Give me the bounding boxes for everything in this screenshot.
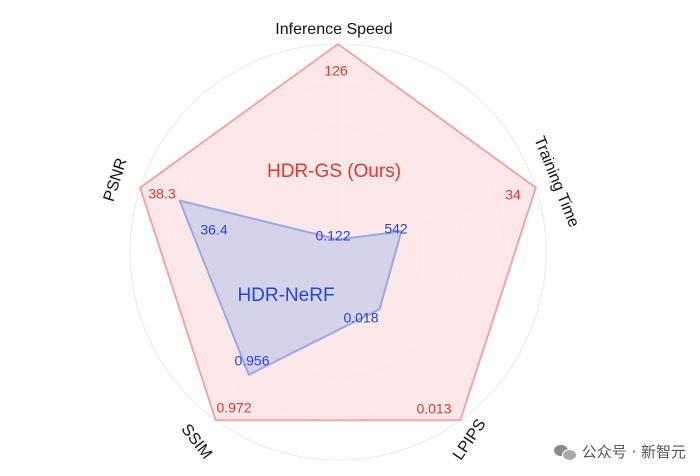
- axis-label-4: SSIM: [177, 421, 214, 462]
- data-label-2-1: 0.122: [315, 228, 350, 244]
- radar-series: [139, 43, 537, 422]
- watermark: 公众号 · 新智元: [553, 441, 686, 462]
- data-label-1-4: 0.972: [216, 400, 251, 416]
- axis-label-2: Training Time: [530, 134, 582, 230]
- data-label-2-5: 36.4: [200, 222, 227, 238]
- data-label-1-1: 126: [324, 63, 348, 79]
- axis-label-1: Inference Speed: [275, 21, 392, 38]
- data-label-1-3: 0.013: [416, 401, 451, 417]
- series-polygon-2: [178, 199, 403, 376]
- wechat-icon: [553, 443, 577, 461]
- data-label-2-4: 0.956: [234, 353, 269, 369]
- series-name-2: HDR-NeRF: [237, 285, 334, 306]
- data-label-1-5: 38.3: [148, 186, 175, 202]
- series-name-1: HDR-GS (Ours): [267, 161, 401, 182]
- axis-label-5: PSNR: [101, 156, 131, 204]
- watermark-text: 公众号 · 新智元: [581, 443, 686, 461]
- data-label-2-3: 0.018: [343, 310, 378, 326]
- data-label-1-2: 34: [505, 187, 521, 203]
- data-label-2-2: 542: [384, 221, 408, 237]
